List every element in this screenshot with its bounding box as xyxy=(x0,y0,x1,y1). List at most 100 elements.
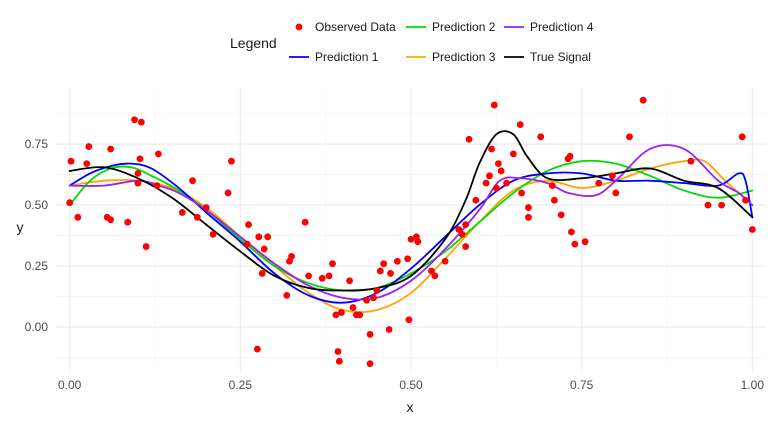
observed-data-point xyxy=(516,121,524,128)
observed-data-point xyxy=(550,196,558,204)
observed-data-point xyxy=(363,296,371,304)
observed-data-point xyxy=(428,267,435,275)
x-tick-label: 1.00 xyxy=(741,378,765,392)
true-signal-line xyxy=(68,130,754,292)
observed-data-point xyxy=(595,179,603,187)
observed-data-point xyxy=(288,252,295,260)
observed-data-point xyxy=(349,304,357,311)
observed-data-point xyxy=(462,243,470,250)
observed-data-point xyxy=(318,274,326,282)
y-axis-title: y xyxy=(17,219,24,235)
observed-data-point xyxy=(155,150,162,158)
observed-data-point xyxy=(253,345,261,353)
observed-data-point xyxy=(66,199,74,207)
observed-data-point xyxy=(107,216,115,224)
observed-data-point xyxy=(258,270,266,277)
observed-data-point xyxy=(260,245,268,253)
y-axis-tick-labels: 0.00 0.25 0.50 0.75 xyxy=(25,137,49,334)
observed-data-point xyxy=(431,272,439,280)
observed-data-point xyxy=(525,204,532,211)
observed-data-point xyxy=(687,157,695,165)
observed-data-point xyxy=(518,189,525,197)
y-tick-label: 0.00 xyxy=(25,320,49,334)
observed-data-point xyxy=(568,228,575,236)
observed-data-point xyxy=(380,260,388,268)
observed-data-point xyxy=(503,179,510,187)
observed-data-point xyxy=(488,145,495,153)
observed-data-point xyxy=(131,116,138,124)
y-tick-label: 0.75 xyxy=(25,137,49,151)
observed-data-point xyxy=(566,152,574,160)
observed-data-point xyxy=(612,189,620,197)
observed-data-point xyxy=(525,213,532,221)
observed-data-point xyxy=(472,196,480,204)
observed-data-point xyxy=(334,348,342,355)
observed-data-point xyxy=(537,133,545,141)
observed-data-point xyxy=(455,226,463,233)
observed-data-point xyxy=(405,316,413,324)
observed-data-point xyxy=(490,101,498,109)
observed-data-point xyxy=(243,240,251,248)
legend: Legend Observed Data Prediction 2 Predicti… xyxy=(230,20,594,64)
x-tick-label: 0.00 xyxy=(58,378,82,392)
observed-data-point xyxy=(178,209,186,216)
observed-data-point xyxy=(373,287,381,294)
prediction-4-legend-label: Prediction 4 xyxy=(530,20,594,34)
observed-data-point xyxy=(404,255,411,263)
observed-data-point xyxy=(742,196,749,204)
y-tick-label: 0.50 xyxy=(25,198,49,212)
observed-data-point xyxy=(202,204,210,211)
observed-data-point xyxy=(366,360,374,368)
observed-data-point xyxy=(85,143,93,150)
observed-data-point xyxy=(153,182,161,189)
prediction-3-legend-label: Prediction 3 xyxy=(432,50,496,64)
prediction-1-line xyxy=(68,162,754,304)
x-tick-label: 0.50 xyxy=(399,378,423,392)
observed-data-point xyxy=(639,96,647,104)
observed-data-point xyxy=(414,238,422,246)
legend-title: Legend xyxy=(230,35,277,51)
observed-data-point xyxy=(376,267,384,275)
observed-data-point xyxy=(83,160,91,168)
observed-data-point xyxy=(387,270,394,277)
observed-data-point xyxy=(301,218,309,226)
observed-data-point xyxy=(626,133,633,141)
observed-data-point xyxy=(136,155,144,163)
observed-data-point xyxy=(134,179,142,187)
observed-data-point xyxy=(107,145,115,153)
observed-data-point xyxy=(264,233,272,241)
observed-data-point xyxy=(497,167,505,175)
observed-data-point xyxy=(486,172,493,180)
observed-data-point xyxy=(441,257,449,265)
observed-data-point xyxy=(335,357,343,365)
observed-data-point xyxy=(228,157,235,165)
observed-data-point xyxy=(124,218,132,226)
observed-data-point xyxy=(346,277,353,285)
observed-data-point xyxy=(608,172,616,180)
x-tick-label: 0.25 xyxy=(229,378,253,392)
prediction-4-line xyxy=(68,144,754,301)
observed-data-legend-key xyxy=(295,23,303,31)
observed-data-point xyxy=(482,179,490,187)
observed-data-point xyxy=(718,201,726,209)
observed-points xyxy=(66,96,756,368)
observed-data-point xyxy=(245,221,252,229)
observed-data-point xyxy=(305,272,312,280)
observed-data-point xyxy=(332,311,340,319)
observed-data-point xyxy=(571,240,579,248)
observed-data-point xyxy=(704,201,712,209)
observed-data-point xyxy=(462,221,470,229)
grid-lines xyxy=(56,88,766,371)
observed-data-point xyxy=(283,291,291,299)
observed-data-point xyxy=(67,157,75,165)
observed-data-point xyxy=(548,182,556,189)
observed-data-point xyxy=(142,243,150,250)
observed-data-point xyxy=(492,184,500,192)
observed-data-point xyxy=(137,118,145,126)
observed-data-point xyxy=(325,272,333,280)
observed-data-point xyxy=(370,294,377,302)
prediction-1-legend-label: Prediction 1 xyxy=(315,50,379,64)
observed-data-point xyxy=(329,260,336,268)
observed-data-point xyxy=(356,311,364,319)
